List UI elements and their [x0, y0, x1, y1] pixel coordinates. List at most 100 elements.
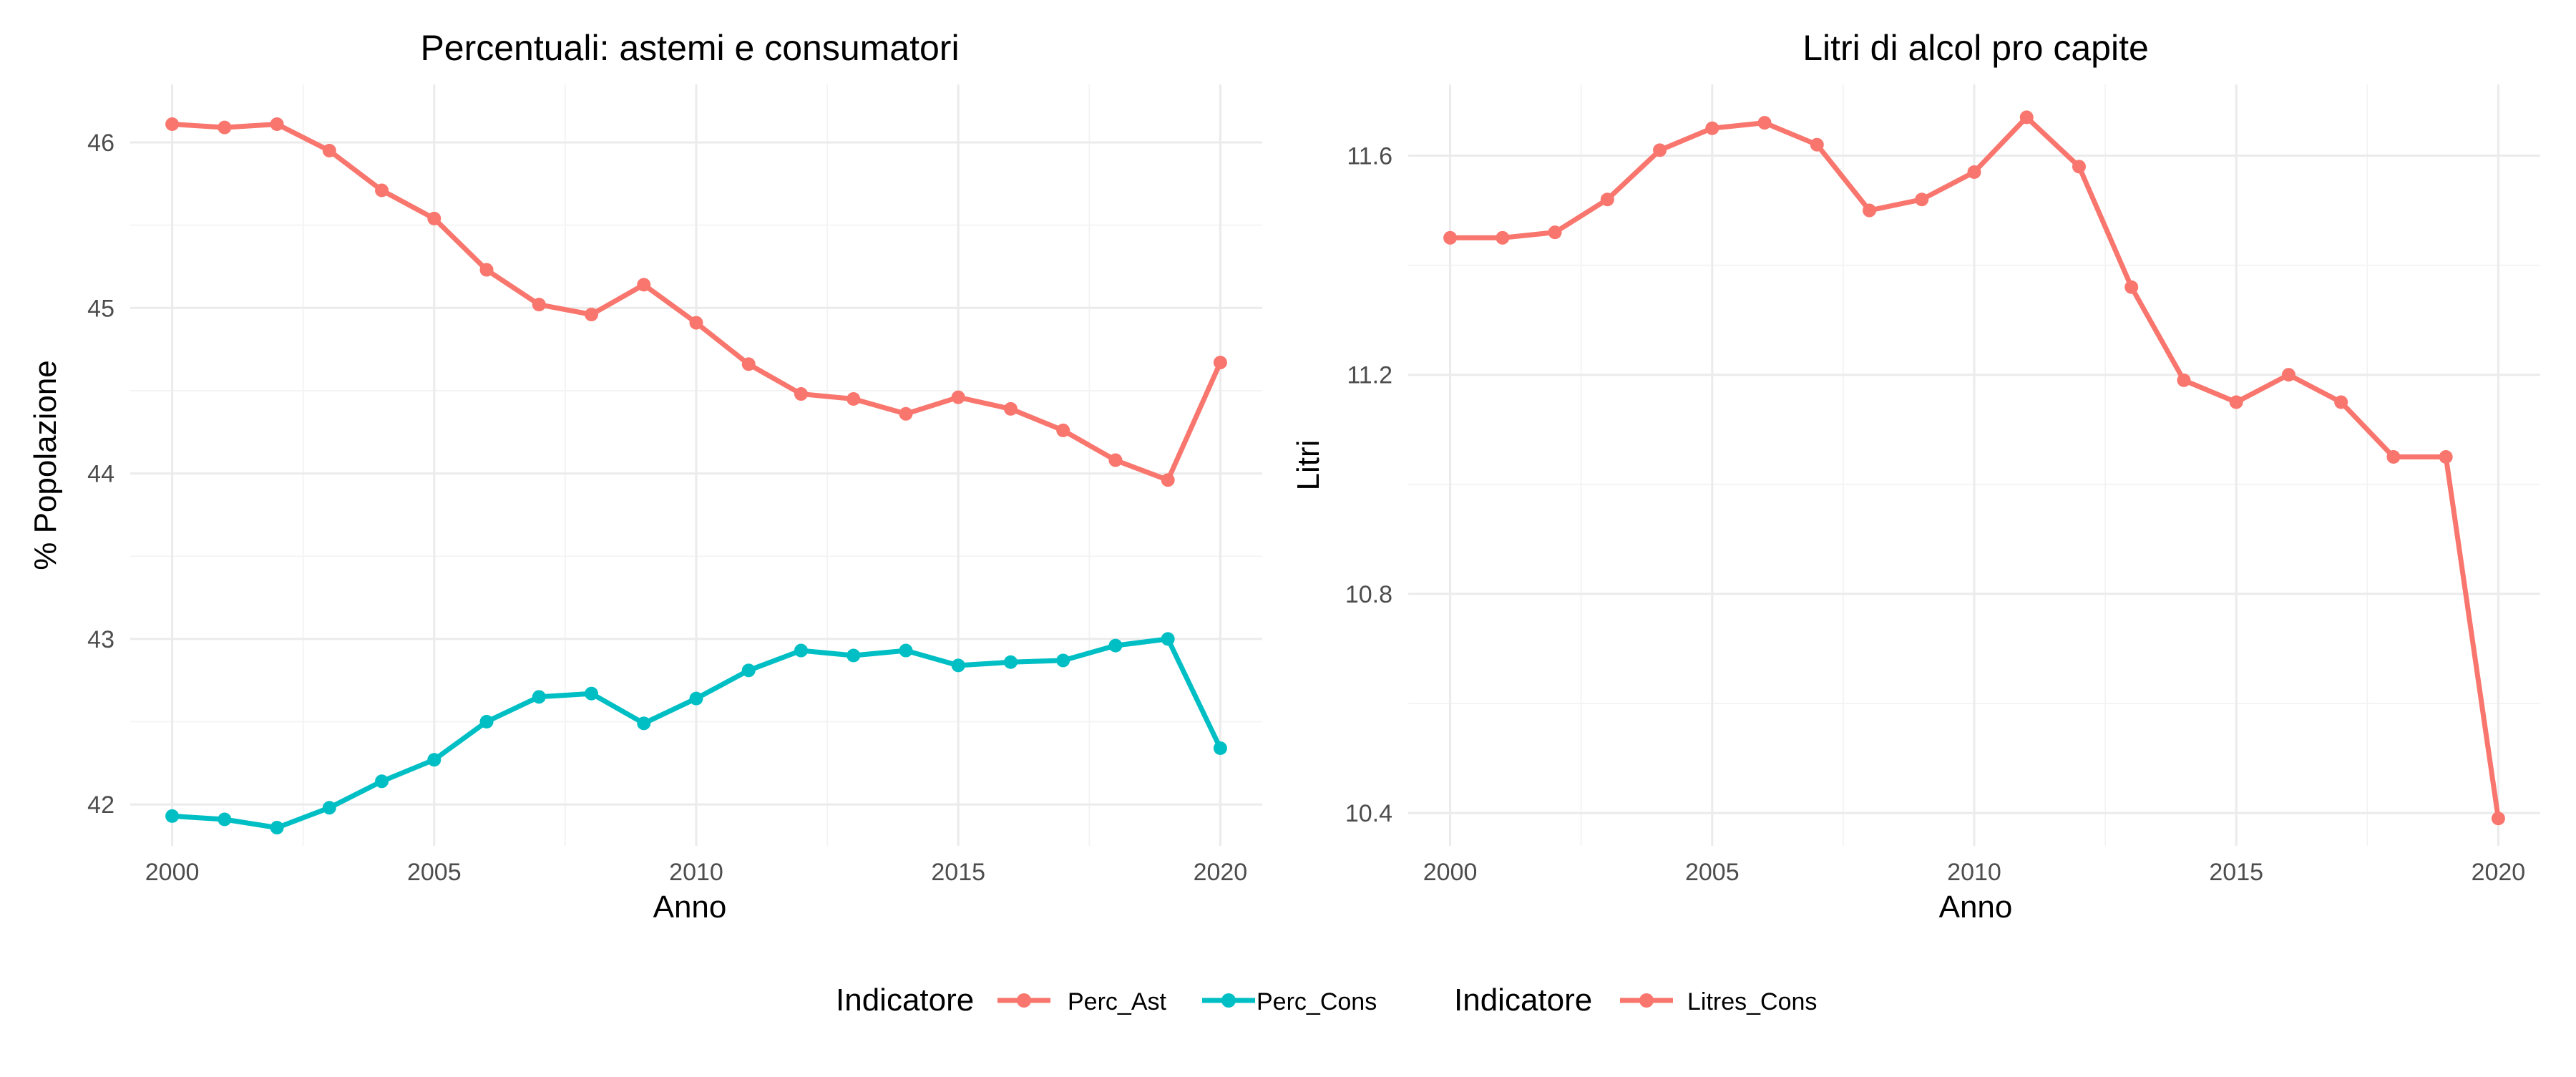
y-tick-label: 45: [87, 295, 114, 322]
legend-item-litres-cons: Litres_Cons: [1620, 988, 1817, 1015]
data-point: [689, 316, 703, 330]
data-point: [585, 686, 599, 701]
data-point: [1213, 741, 1227, 756]
data-point: [322, 801, 336, 815]
legend-item-perc-cons: Perc_Cons: [1202, 988, 1377, 1015]
data-point: [218, 812, 232, 827]
data-point: [270, 117, 284, 132]
data-point: [2281, 368, 2296, 382]
data-point: [1653, 143, 1667, 157]
x-tick-label: 2020: [1194, 859, 1248, 886]
x-tick-labels: 2000 2005 2010 2015 2020: [145, 859, 1247, 886]
y-tick-label: 10.8: [1345, 581, 1392, 608]
legend-label: Perc_Ast: [1068, 988, 1166, 1015]
data-point: [2439, 450, 2453, 464]
data-point: [2019, 110, 2034, 125]
data-point: [375, 183, 389, 198]
legend-key-point: [1639, 993, 1654, 1008]
x-tick-label: 2020: [2472, 859, 2526, 886]
x-tick-label: 2005: [1685, 859, 1740, 886]
data-point: [1108, 453, 1123, 467]
data-point: [794, 643, 808, 658]
x-tick-label: 2015: [2209, 859, 2263, 886]
data-point: [1056, 423, 1070, 437]
data-point: [1161, 632, 1175, 646]
x-tick-label: 2000: [145, 859, 200, 886]
x-tick-label: 2000: [1423, 859, 1478, 886]
data-point: [637, 716, 651, 731]
legend-litres: Indicatore Litres_Cons: [1454, 983, 1817, 1018]
data-point: [2334, 395, 2348, 409]
y-tick-labels: 42 43 44 45 46: [87, 130, 114, 819]
data-point: [1161, 473, 1175, 487]
y-axis-title: Litri: [1291, 440, 1326, 491]
legend-key-point: [1221, 993, 1236, 1008]
data-point: [741, 663, 756, 678]
x-tick-label: 2010: [669, 859, 723, 886]
x-tick-label: 2015: [931, 859, 985, 886]
x-axis-title: Anno: [653, 890, 727, 925]
series-litres-cons: [1443, 110, 2505, 826]
data-point: [532, 690, 546, 704]
data-point: [479, 263, 494, 277]
data-point: [2124, 280, 2139, 294]
y-tick-label: 46: [87, 130, 114, 157]
data-point: [899, 406, 913, 421]
data-point: [2386, 450, 2401, 464]
data-point: [1213, 356, 1227, 370]
data-point: [1863, 203, 1877, 218]
legend-label: Perc_Cons: [1257, 988, 1377, 1015]
data-point: [532, 298, 546, 312]
data-point: [165, 809, 180, 823]
data-point: [847, 648, 861, 663]
panel-percentages: Percentuali: astemi e consumatori 2000 20…: [28, 28, 1262, 925]
data-point: [218, 120, 232, 135]
series-layer: [1443, 110, 2505, 826]
x-tick-label: 2005: [407, 859, 462, 886]
x-axis-title: Anno: [1939, 890, 2013, 925]
data-point: [1600, 193, 1614, 207]
grid: [130, 84, 1262, 846]
data-point: [847, 391, 861, 406]
legend-item-perc-ast: Perc_Ast: [997, 988, 1166, 1015]
data-point: [479, 715, 494, 729]
data-point: [1003, 655, 1018, 669]
data-point: [794, 387, 808, 401]
legend-key-point: [1017, 993, 1031, 1008]
chart-title: Litri di alcol pro capite: [1802, 28, 2149, 68]
y-tick-label: 10.4: [1345, 800, 1392, 827]
data-point: [1967, 165, 1981, 179]
chart-title: Percentuali: astemi e consumatori: [420, 28, 959, 68]
y-tick-label: 43: [87, 626, 114, 653]
legend-title: Indicatore: [1454, 983, 1592, 1018]
legend-percentages: Indicatore Perc_Ast Perc_Cons: [836, 983, 1377, 1018]
series-perc-cons: [165, 632, 1227, 835]
data-point: [1915, 193, 1929, 207]
series-perc-ast: [165, 117, 1227, 487]
panel-litres: Litri di alcol pro capite 2000 2005 2010 20…: [1291, 28, 2540, 925]
data-point: [1810, 137, 1824, 152]
y-tick-label: 11.2: [1347, 362, 1392, 389]
data-point: [2072, 160, 2086, 174]
data-point: [1757, 116, 1772, 130]
data-point: [637, 278, 651, 292]
data-point: [375, 774, 389, 789]
data-point: [585, 308, 599, 322]
y-tick-label: 42: [87, 791, 114, 819]
y-tick-label: 11.6: [1347, 143, 1392, 170]
data-point: [1003, 401, 1018, 416]
data-point: [899, 643, 913, 658]
grid: [1408, 84, 2540, 846]
data-point: [741, 357, 756, 371]
data-point: [427, 753, 441, 767]
data-point: [1108, 638, 1123, 653]
data-point: [1705, 121, 1719, 135]
data-point: [2491, 812, 2505, 826]
legend-title: Indicatore: [836, 983, 974, 1018]
x-tick-labels: 2000 2005 2010 2015 2020: [1423, 859, 2525, 886]
data-point: [165, 117, 180, 132]
x-tick-label: 2010: [1947, 859, 2001, 886]
data-point: [1443, 230, 1458, 245]
